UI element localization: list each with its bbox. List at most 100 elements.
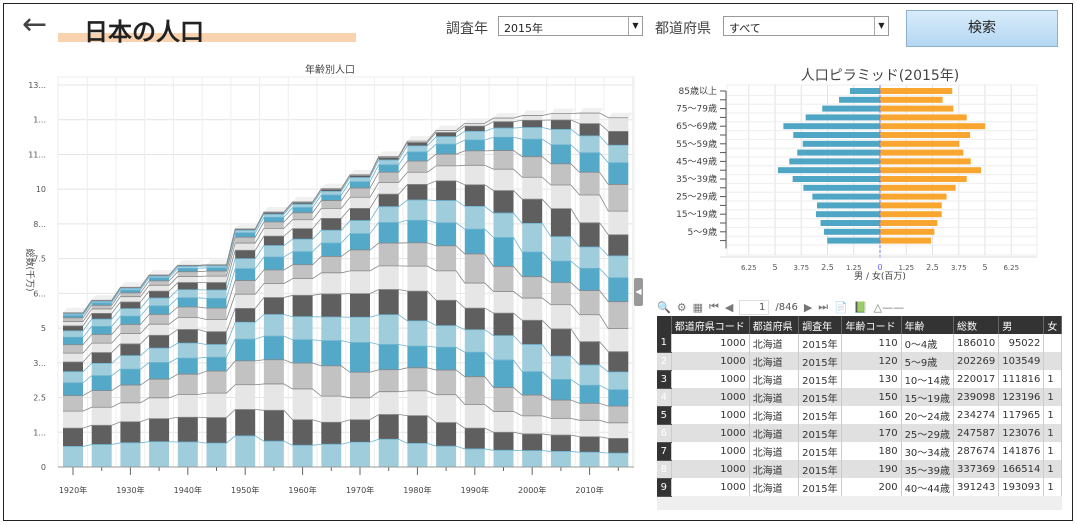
table-row[interactable]: 2 1000 北海道 2015年 120 5～9歳 202269 103549: [657, 352, 1062, 371]
table-cell[interactable]: 193093: [998, 478, 1045, 496]
table-cell[interactable]: 北海道: [749, 424, 800, 442]
search-grid-icon[interactable]: 🔍: [657, 300, 671, 314]
table-cell[interactable]: 2015年: [798, 460, 843, 478]
table-cell[interactable]: 北海道: [749, 442, 800, 460]
table-cell[interactable]: 117965: [998, 406, 1045, 424]
table-cell[interactable]: 220017: [953, 370, 1000, 388]
table-cell[interactable]: 2015年: [798, 388, 843, 406]
table-cell[interactable]: 1: [1043, 478, 1062, 496]
table-cell[interactable]: 0～4歳: [901, 334, 955, 352]
table-cell[interactable]: 2015年: [798, 334, 843, 352]
table-cell[interactable]: 北海道: [749, 406, 800, 424]
table-cell[interactable]: 25～29歳: [901, 424, 955, 442]
table-cell[interactable]: 北海道: [749, 460, 800, 478]
table-cell[interactable]: 1: [1043, 460, 1062, 478]
table-cell[interactable]: 123196: [998, 388, 1045, 406]
table-cell[interactable]: 1000: [671, 460, 750, 478]
column-header[interactable]: 男: [998, 316, 1045, 334]
table-cell[interactable]: 180: [841, 442, 902, 460]
table-cell[interactable]: 337369: [953, 460, 1000, 478]
table-cell[interactable]: [1043, 334, 1062, 352]
table-row[interactable]: 6 1000 北海道 2015年 170 25～29歳 247587 123076 1: [657, 424, 1062, 443]
table-cell[interactable]: 103549: [998, 352, 1045, 370]
table-cell[interactable]: 247587: [953, 424, 1000, 442]
chevron-down-icon[interactable]: ▼: [874, 17, 888, 35]
table-cell[interactable]: 239098: [953, 388, 1000, 406]
column-header[interactable]: 女: [1043, 316, 1062, 334]
table-cell[interactable]: 200: [841, 478, 902, 496]
calendar-icon[interactable]: ▦: [692, 300, 703, 314]
table-cell[interactable]: 110: [841, 334, 902, 352]
arrow-left-icon[interactable]: ←: [22, 7, 48, 42]
prefecture-select[interactable]: すべて ▼: [723, 16, 889, 36]
table-row[interactable]: 5 1000 北海道 2015年 160 20～24歳 234274 117965 1: [657, 406, 1062, 425]
table-cell[interactable]: 2015年: [798, 442, 843, 460]
table-cell[interactable]: 北海道: [749, 370, 800, 388]
table-cell[interactable]: 2015年: [798, 352, 843, 370]
table-cell[interactable]: 1000: [671, 442, 750, 460]
table-cell[interactable]: [1043, 352, 1062, 370]
table-cell[interactable]: 186010: [953, 334, 1000, 352]
table-cell[interactable]: 15～19歳: [901, 388, 955, 406]
table-cell[interactable]: 1000: [671, 406, 750, 424]
table-cell[interactable]: 5～9歳: [901, 352, 955, 370]
table-cell[interactable]: 北海道: [749, 352, 800, 370]
table-cell[interactable]: 190: [841, 460, 902, 478]
last-page-icon[interactable]: ⏭: [818, 300, 829, 313]
table-cell[interactable]: 234274: [953, 406, 1000, 424]
table-cell[interactable]: 150: [841, 388, 902, 406]
zoom-slider[interactable]: △——: [873, 300, 905, 314]
table-cell[interactable]: 166514: [998, 460, 1045, 478]
table-row[interactable]: 3 1000 北海道 2015年 130 10～14歳 220017 111816 1: [657, 370, 1062, 389]
panel-collapse-handle[interactable]: ◀: [634, 278, 643, 306]
table-cell[interactable]: 1000: [671, 352, 750, 370]
first-page-icon[interactable]: ⏮: [708, 300, 719, 313]
table-cell[interactable]: 2015年: [798, 406, 843, 424]
table-cell[interactable]: 北海道: [749, 478, 800, 496]
table-cell[interactable]: 202269: [953, 352, 1000, 370]
table-row[interactable]: 8 1000 北海道 2015年 190 35～39歳 337369 166514 1: [657, 460, 1062, 479]
table-cell[interactable]: 30～34歳: [901, 442, 955, 460]
table-cell[interactable]: 1: [1043, 442, 1062, 460]
table-cell[interactable]: 120: [841, 352, 902, 370]
table-cell[interactable]: 40～44歳: [901, 478, 955, 496]
table-cell[interactable]: 1: [1043, 388, 1062, 406]
table-row[interactable]: 1 1000 北海道 2015年 110 0～4歳 186010 95022: [657, 334, 1062, 353]
table-cell[interactable]: 391243: [953, 478, 1000, 496]
table-cell[interactable]: 111816: [998, 370, 1045, 388]
table-row[interactable]: 7 1000 北海道 2015年 180 30～34歳 287674 141876 1: [657, 442, 1062, 461]
gear-icon[interactable]: ⚙: [676, 300, 687, 314]
column-header[interactable]: 総数: [953, 316, 1000, 334]
table-cell[interactable]: 10～14歳: [901, 370, 955, 388]
table-cell[interactable]: 1: [1043, 424, 1062, 442]
table-cell[interactable]: 2015年: [798, 370, 843, 388]
table-cell[interactable]: 1: [1043, 406, 1062, 424]
table-cell[interactable]: 287674: [953, 442, 1000, 460]
table-cell[interactable]: 35～39歳: [901, 460, 955, 478]
prev-page-icon[interactable]: ◀: [724, 300, 734, 314]
table-cell[interactable]: 1: [1043, 370, 1062, 388]
year-select[interactable]: 2015年 ▼: [498, 16, 643, 36]
table-row[interactable]: 4 1000 北海道 2015年 150 15～19歳 239098 123196 1: [657, 388, 1062, 407]
export-csv-icon[interactable]: 📄: [834, 300, 848, 314]
next-page-icon[interactable]: ▶: [803, 300, 813, 314]
table-cell[interactable]: 130: [841, 370, 902, 388]
table-cell[interactable]: 1000: [671, 478, 750, 496]
export-excel-icon[interactable]: 📗: [853, 300, 868, 314]
table-cell[interactable]: 1000: [671, 388, 750, 406]
column-header[interactable]: 都道府県コード: [671, 316, 750, 334]
table-cell[interactable]: 1000: [671, 370, 750, 388]
chevron-down-icon[interactable]: ▼: [628, 17, 642, 35]
column-header[interactable]: 年齢コード: [841, 316, 902, 334]
page-input[interactable]: 1: [739, 299, 770, 315]
table-cell[interactable]: 170: [841, 424, 902, 442]
table-cell[interactable]: 北海道: [749, 334, 800, 352]
table-row[interactable]: 9 1000 北海道 2015年 200 40～44歳 391243 193093 1: [657, 478, 1062, 497]
table-cell[interactable]: 北海道: [749, 388, 800, 406]
search-button[interactable]: 検索: [906, 10, 1058, 47]
table-cell[interactable]: 2015年: [798, 478, 843, 496]
table-cell[interactable]: 141876: [998, 442, 1045, 460]
column-header[interactable]: 都道府県: [749, 316, 800, 334]
table-cell[interactable]: 1000: [671, 334, 750, 352]
table-cell[interactable]: 20～24歳: [901, 406, 955, 424]
